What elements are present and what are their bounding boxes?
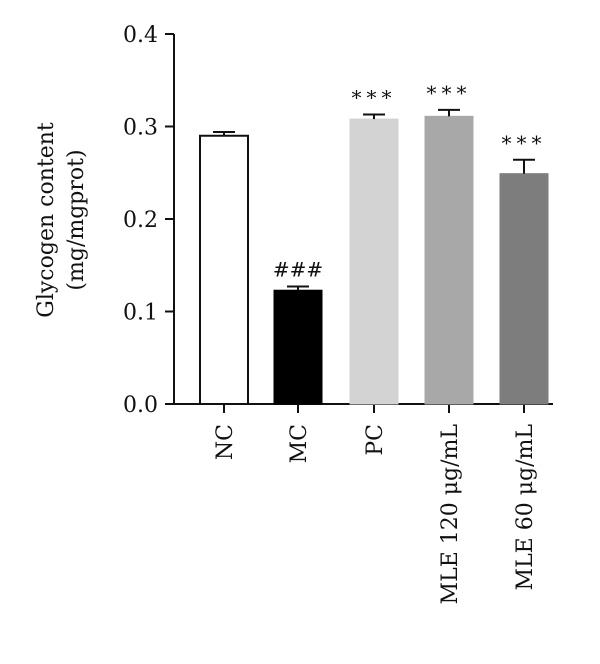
y-tick-label: 0.3 (123, 116, 158, 141)
bars: ### *** *** *** (199, 81, 549, 405)
y-tick-label: 0.1 (123, 301, 158, 326)
x-tick-label: MLE 60 μg/mL (513, 424, 538, 591)
bar (499, 173, 549, 405)
y-axis-title: Glycogen content (mg/mgprot) (34, 122, 89, 318)
y-tick-label: 0.2 (123, 208, 158, 233)
x-axis: NC MC PC MLE 120 μg/mL MLE 60 μg/mL (174, 403, 553, 605)
x-tick-label: PC (363, 424, 388, 456)
y-axis: 0.0 0.1 0.2 0.3 0.4 (123, 23, 175, 418)
bar (199, 134, 249, 405)
significance-label: *** (427, 81, 472, 105)
y-tick-label: 0.4 (123, 23, 158, 48)
bar (349, 118, 399, 405)
bar (424, 115, 474, 405)
y-tick-label: 0.0 (123, 393, 158, 418)
significance-label: *** (502, 131, 547, 155)
significance-label: *** (352, 85, 397, 109)
bar (273, 289, 323, 405)
y-axis-title-line: (mg/mgprot) (64, 149, 89, 290)
x-tick-label: NC (213, 424, 238, 460)
significance-label: ### (273, 258, 323, 282)
y-axis-title-line: Glycogen content (34, 122, 59, 318)
x-tick-label: MLE 120 μg/mL (438, 424, 463, 605)
x-tick-label: MC (287, 424, 312, 463)
